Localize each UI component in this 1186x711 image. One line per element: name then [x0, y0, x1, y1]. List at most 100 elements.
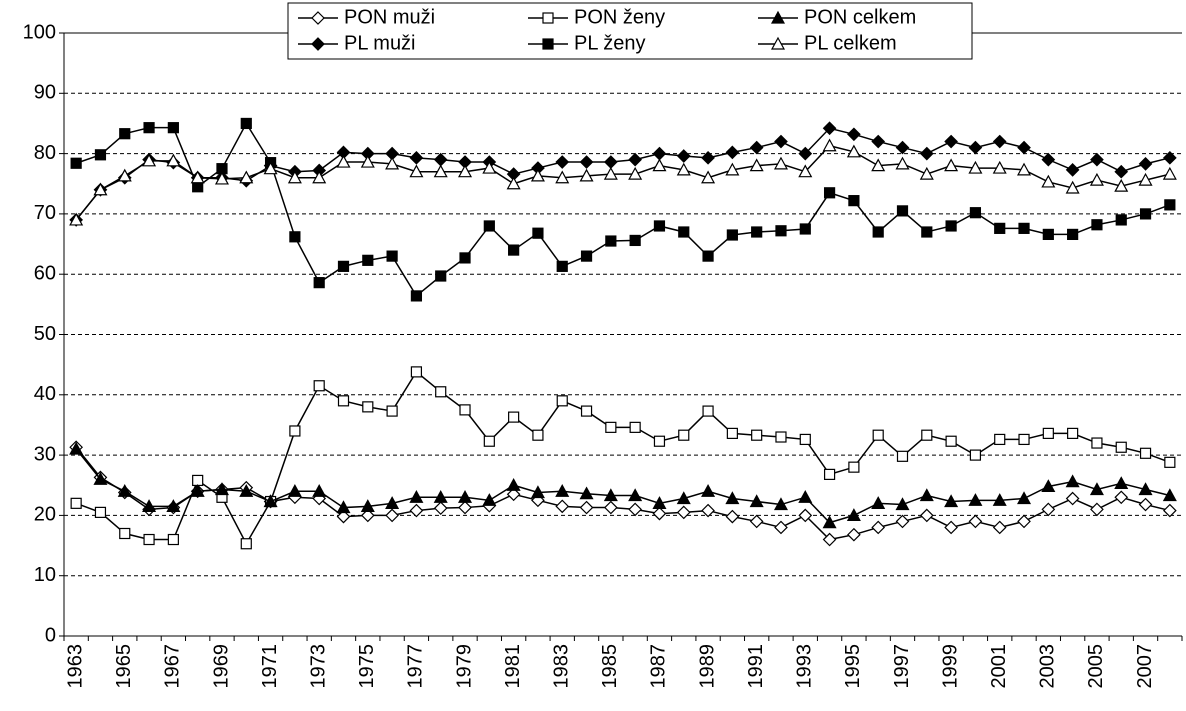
point-marker — [70, 497, 82, 509]
legend-label: PON ženy — [574, 6, 665, 28]
point-marker — [822, 532, 837, 547]
point-marker — [603, 155, 618, 169]
point-marker — [603, 488, 618, 502]
point-marker — [798, 164, 813, 178]
point-marker — [459, 252, 471, 264]
point-marker — [508, 411, 520, 423]
point-marker — [628, 502, 643, 517]
x-tick-label: 1967 — [162, 644, 184, 689]
point-marker — [1065, 163, 1080, 177]
y-tick-label: 60 — [34, 262, 56, 284]
y-tick-label: 10 — [34, 564, 56, 586]
point-marker — [799, 223, 811, 235]
x-tick-label: 1987 — [648, 644, 670, 689]
point-marker — [944, 134, 958, 149]
point-marker — [968, 140, 983, 155]
point-marker — [409, 490, 424, 503]
point-marker — [1017, 162, 1032, 176]
point-marker — [119, 527, 131, 540]
point-marker — [895, 514, 910, 529]
point-marker — [726, 427, 738, 439]
point-marker — [409, 164, 424, 178]
point-marker — [628, 488, 643, 502]
point-marker — [1114, 490, 1129, 505]
point-marker — [555, 170, 570, 184]
legend-marker — [770, 36, 786, 50]
point-marker — [312, 170, 327, 184]
point-marker — [190, 170, 205, 184]
point-marker — [676, 491, 691, 505]
point-marker — [1089, 172, 1104, 186]
point-marker — [726, 229, 738, 241]
point-marker — [1017, 514, 1031, 529]
point-marker — [968, 160, 983, 174]
point-marker — [945, 220, 957, 232]
point-marker — [652, 496, 667, 509]
point-marker — [506, 487, 521, 502]
point-marker — [287, 484, 302, 497]
point-marker — [1018, 433, 1030, 446]
point-marker — [117, 168, 132, 182]
point-marker — [678, 429, 690, 441]
point-marker — [337, 395, 350, 407]
point-marker — [263, 161, 278, 175]
point-marker — [775, 431, 787, 443]
point-marker — [410, 290, 423, 302]
x-tick-label: 1973 — [307, 644, 329, 689]
point-marker — [556, 260, 568, 272]
point-marker — [871, 496, 886, 509]
x-tick-label: 1991 — [745, 644, 767, 689]
point-marker — [336, 509, 351, 524]
point-marker — [94, 149, 107, 161]
point-marker — [774, 134, 788, 149]
point-marker — [287, 170, 302, 184]
point-marker — [482, 493, 497, 506]
point-marker — [702, 250, 714, 262]
point-marker — [166, 153, 181, 167]
point-marker — [895, 140, 910, 155]
point-marker — [337, 260, 350, 272]
point-marker — [240, 538, 252, 550]
point-marker — [410, 366, 423, 378]
point-marker — [1090, 152, 1104, 167]
point-marker — [872, 429, 884, 441]
x-tick-label: 1983 — [551, 644, 573, 689]
point-marker — [652, 506, 667, 521]
x-tick-label: 1979 — [453, 644, 475, 689]
point-marker — [239, 170, 254, 184]
point-marker — [386, 405, 398, 417]
point-marker — [506, 477, 521, 491]
point-marker — [725, 491, 740, 505]
point-marker — [530, 485, 545, 499]
point-marker — [555, 499, 570, 514]
point-marker — [1114, 476, 1129, 490]
y-tick-label: 80 — [34, 142, 56, 164]
point-marker — [1067, 427, 1079, 439]
legend-label: PL celkem — [804, 32, 897, 54]
point-marker — [579, 500, 594, 515]
point-marker — [944, 494, 959, 508]
point-marker — [1041, 152, 1056, 167]
point-marker — [603, 500, 618, 515]
point-marker — [386, 250, 398, 262]
point-marker — [994, 433, 1006, 446]
point-marker — [603, 166, 618, 180]
point-marker — [701, 170, 716, 184]
point-marker — [628, 152, 643, 167]
x-tick-label: 1995 — [842, 644, 864, 689]
point-marker — [1115, 441, 1127, 453]
legend-label: PON celkem — [804, 6, 916, 28]
point-marker — [725, 162, 740, 176]
point-marker — [409, 150, 424, 165]
point-marker — [142, 499, 157, 512]
point-marker — [362, 254, 374, 266]
point-marker — [360, 499, 375, 512]
point-marker — [312, 484, 327, 497]
point-marker — [676, 505, 691, 520]
point-marker — [433, 490, 448, 503]
point-marker — [629, 421, 641, 433]
point-marker — [433, 164, 448, 178]
point-marker — [482, 160, 497, 174]
legend-marker — [311, 11, 325, 25]
point-marker — [1164, 199, 1176, 211]
